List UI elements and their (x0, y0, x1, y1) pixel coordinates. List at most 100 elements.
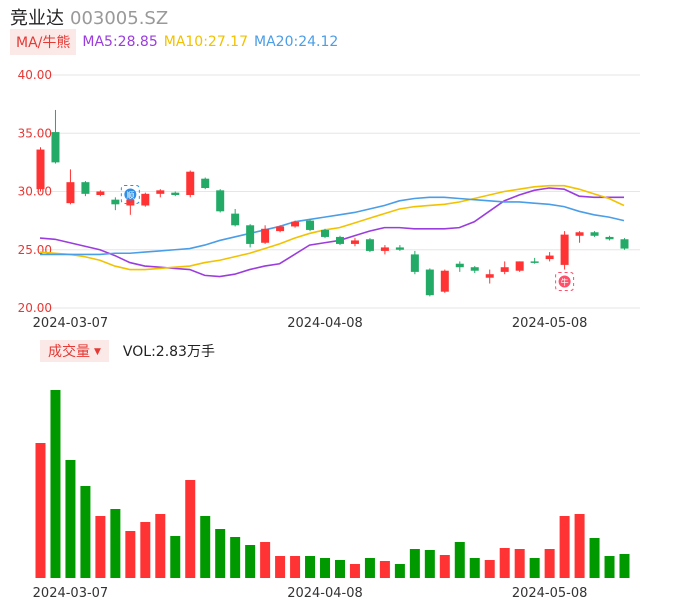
volume-bar (469, 558, 480, 578)
candle-body (470, 267, 479, 271)
candle-body (81, 182, 90, 194)
volume-bar (604, 556, 615, 578)
candle-body (365, 239, 374, 251)
candle-body (575, 232, 584, 236)
volume-bar (275, 556, 286, 578)
volume-bar (484, 560, 495, 578)
volume-bar (125, 531, 136, 578)
candle-body (51, 132, 60, 163)
y-tick-label: 25.00 (18, 243, 52, 257)
candle-body (66, 182, 75, 204)
y-tick-label: 20.00 (18, 301, 52, 315)
volume-bar (305, 556, 316, 578)
candle-body (216, 190, 225, 212)
volume-bar (200, 516, 211, 578)
volume-bar (514, 549, 525, 578)
candle-body (111, 199, 120, 205)
candle-body (515, 261, 524, 271)
candle-body (291, 221, 300, 227)
x-tick-label: 2024-03-07 (33, 316, 109, 331)
candle-body (455, 263, 464, 268)
candle-body (425, 269, 434, 296)
candle-body (201, 178, 210, 189)
candle-body (605, 236, 614, 240)
y-tick-label: 30.00 (18, 185, 52, 199)
caret-down-icon: ▼ (94, 347, 101, 357)
stock-title: 竞业达 003005.SZ (10, 4, 168, 30)
marker-frame (555, 272, 575, 292)
volume-bar (230, 537, 241, 578)
volume-bar (454, 542, 465, 578)
candle-body (350, 240, 359, 244)
ma-line-ma20 (40, 196, 625, 256)
candle-body (186, 171, 195, 195)
x-tick-label: 2024-04-08 (287, 316, 363, 331)
volume-bar (260, 542, 271, 578)
ma20-label: MA20:24.12 (254, 33, 339, 50)
volume-x-tick-label: 2024-04-08 (287, 586, 363, 601)
marker-label: 牛 (561, 277, 569, 287)
candle-body (485, 274, 494, 278)
candle-body (380, 247, 389, 251)
candle-body (560, 234, 569, 265)
candle-body (530, 261, 539, 263)
volume-value: VOL:2.83万手 (122, 344, 215, 360)
candle-body (231, 213, 240, 226)
volume-tag-label: 成交量 (48, 344, 90, 360)
volume-bar (364, 558, 375, 578)
volume-bar (424, 550, 435, 578)
volume-bar (170, 536, 181, 578)
candle-body (321, 229, 330, 237)
stock-code: 003005.SZ (70, 8, 169, 29)
volume-bar (334, 560, 345, 578)
candle-body (126, 199, 135, 206)
ma10-label: MA10:27.17 (163, 33, 249, 50)
candle-body (156, 190, 165, 194)
volume-bar (394, 564, 405, 578)
volume-bar (379, 561, 390, 578)
ma5-label: MA5:28.85 (82, 33, 158, 50)
candle-body (500, 267, 509, 272)
volume-bar (619, 554, 630, 578)
volume-legend: 成交量 ▼ VOL:2.83万手 (40, 340, 215, 362)
candle-body (246, 225, 255, 244)
ma-line-ma5 (39, 187, 624, 278)
volume-bar (140, 522, 151, 578)
volume-bar (349, 564, 360, 578)
volume-bar (95, 516, 106, 578)
candle-body (590, 232, 599, 236)
candle-body (440, 270, 449, 292)
ma-selector-tag[interactable]: MA/牛熊 (10, 28, 77, 55)
candle-body (276, 226, 285, 232)
volume-bar (245, 545, 256, 578)
ma-legend: MA/牛熊 MA5:28.85 MA10:27.17 MA20:24.12 (10, 28, 344, 55)
volume-selector-tag[interactable]: 成交量 ▼ (40, 340, 109, 362)
volume-bar (529, 558, 540, 578)
candle-body (261, 228, 270, 243)
candle-body (620, 239, 629, 249)
volume-bar (185, 480, 196, 578)
volume-bar (559, 516, 570, 578)
ma-line-ma10 (39, 184, 625, 271)
candle-body (410, 254, 419, 272)
candle-body (36, 149, 45, 190)
candle-body (306, 220, 315, 230)
volume-bar (110, 509, 121, 578)
volume-x-tick-label: 2024-05-08 (512, 586, 588, 601)
volume-bar (589, 538, 600, 578)
candle-body (545, 255, 554, 260)
candle-body (395, 247, 404, 250)
marker-frame (120, 184, 140, 204)
y-tick-label: 40.00 (18, 68, 52, 82)
marker-badge (124, 188, 137, 201)
volume-bar (50, 390, 61, 578)
y-tick-label: 35.00 (18, 126, 52, 140)
volume-bar (155, 514, 166, 578)
x-tick-label: 2024-05-08 (512, 316, 588, 331)
volume-bar (80, 486, 91, 578)
candle-body (96, 191, 105, 195)
volume-bar (439, 555, 450, 578)
volume-bar (544, 549, 555, 578)
volume-bar (290, 556, 301, 578)
